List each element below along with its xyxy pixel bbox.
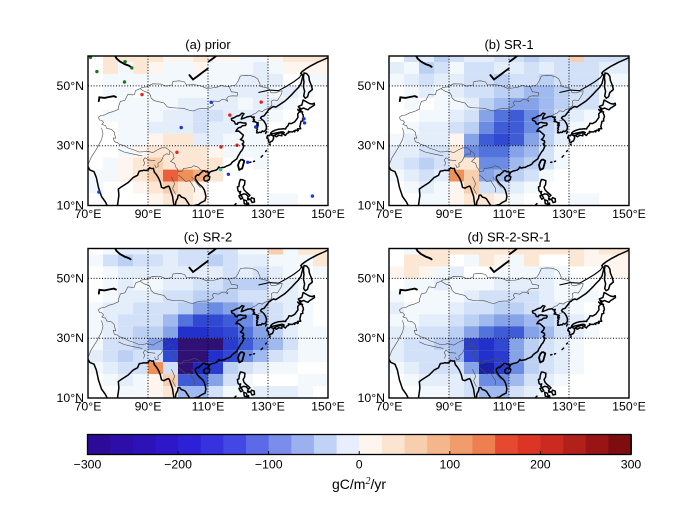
svg-text:110°E: 110°E <box>493 207 526 221</box>
svg-text:10°N: 10°N <box>57 199 84 213</box>
svg-text:110°E: 110°E <box>493 400 526 414</box>
svg-text:−200: −200 <box>164 458 192 472</box>
svg-text:150°E: 150°E <box>311 400 345 414</box>
svg-text:70°E: 70°E <box>75 400 102 414</box>
svg-text:−100: −100 <box>255 458 283 472</box>
svg-text:70°E: 70°E <box>376 400 403 414</box>
svg-text:30°N: 30°N <box>358 331 385 345</box>
svg-text:30°N: 30°N <box>57 331 84 345</box>
svg-text:(d) SR-2-SR-1: (d) SR-2-SR-1 <box>467 230 550 245</box>
svg-text:0: 0 <box>356 458 363 472</box>
svg-text:110°E: 110°E <box>192 400 225 414</box>
svg-text:200: 200 <box>530 458 551 472</box>
svg-text:130°E: 130°E <box>552 207 586 221</box>
svg-text:90°E: 90°E <box>436 400 463 414</box>
svg-text:gC/m2/yr: gC/m2/yr <box>332 476 386 492</box>
svg-text:110°E: 110°E <box>192 207 225 221</box>
svg-text:50°N: 50°N <box>57 79 84 93</box>
svg-text:50°N: 50°N <box>57 271 84 285</box>
svg-text:100: 100 <box>440 458 461 472</box>
svg-text:10°N: 10°N <box>358 391 385 405</box>
svg-text:150°E: 150°E <box>612 400 646 414</box>
svg-text:10°N: 10°N <box>358 199 385 213</box>
svg-text:90°E: 90°E <box>135 207 162 221</box>
svg-text:70°E: 70°E <box>75 207 102 221</box>
svg-text:90°E: 90°E <box>135 400 162 414</box>
svg-text:130°E: 130°E <box>552 400 586 414</box>
svg-text:30°N: 30°N <box>358 139 385 153</box>
svg-text:300: 300 <box>621 458 642 472</box>
svg-text:−300: −300 <box>74 458 102 472</box>
svg-text:(b) SR-1: (b) SR-1 <box>484 37 533 52</box>
svg-text:70°E: 70°E <box>376 207 403 221</box>
svg-text:90°E: 90°E <box>436 207 463 221</box>
svg-text:50°N: 50°N <box>358 271 385 285</box>
svg-text:50°N: 50°N <box>358 79 385 93</box>
svg-text:150°E: 150°E <box>311 207 345 221</box>
svg-text:(a) prior: (a) prior <box>185 37 231 52</box>
svg-text:30°N: 30°N <box>57 139 84 153</box>
svg-text:150°E: 150°E <box>612 207 646 221</box>
svg-text:130°E: 130°E <box>251 400 285 414</box>
svg-text:(c) SR-2: (c) SR-2 <box>184 230 232 245</box>
svg-text:130°E: 130°E <box>251 207 285 221</box>
svg-text:10°N: 10°N <box>57 391 84 405</box>
